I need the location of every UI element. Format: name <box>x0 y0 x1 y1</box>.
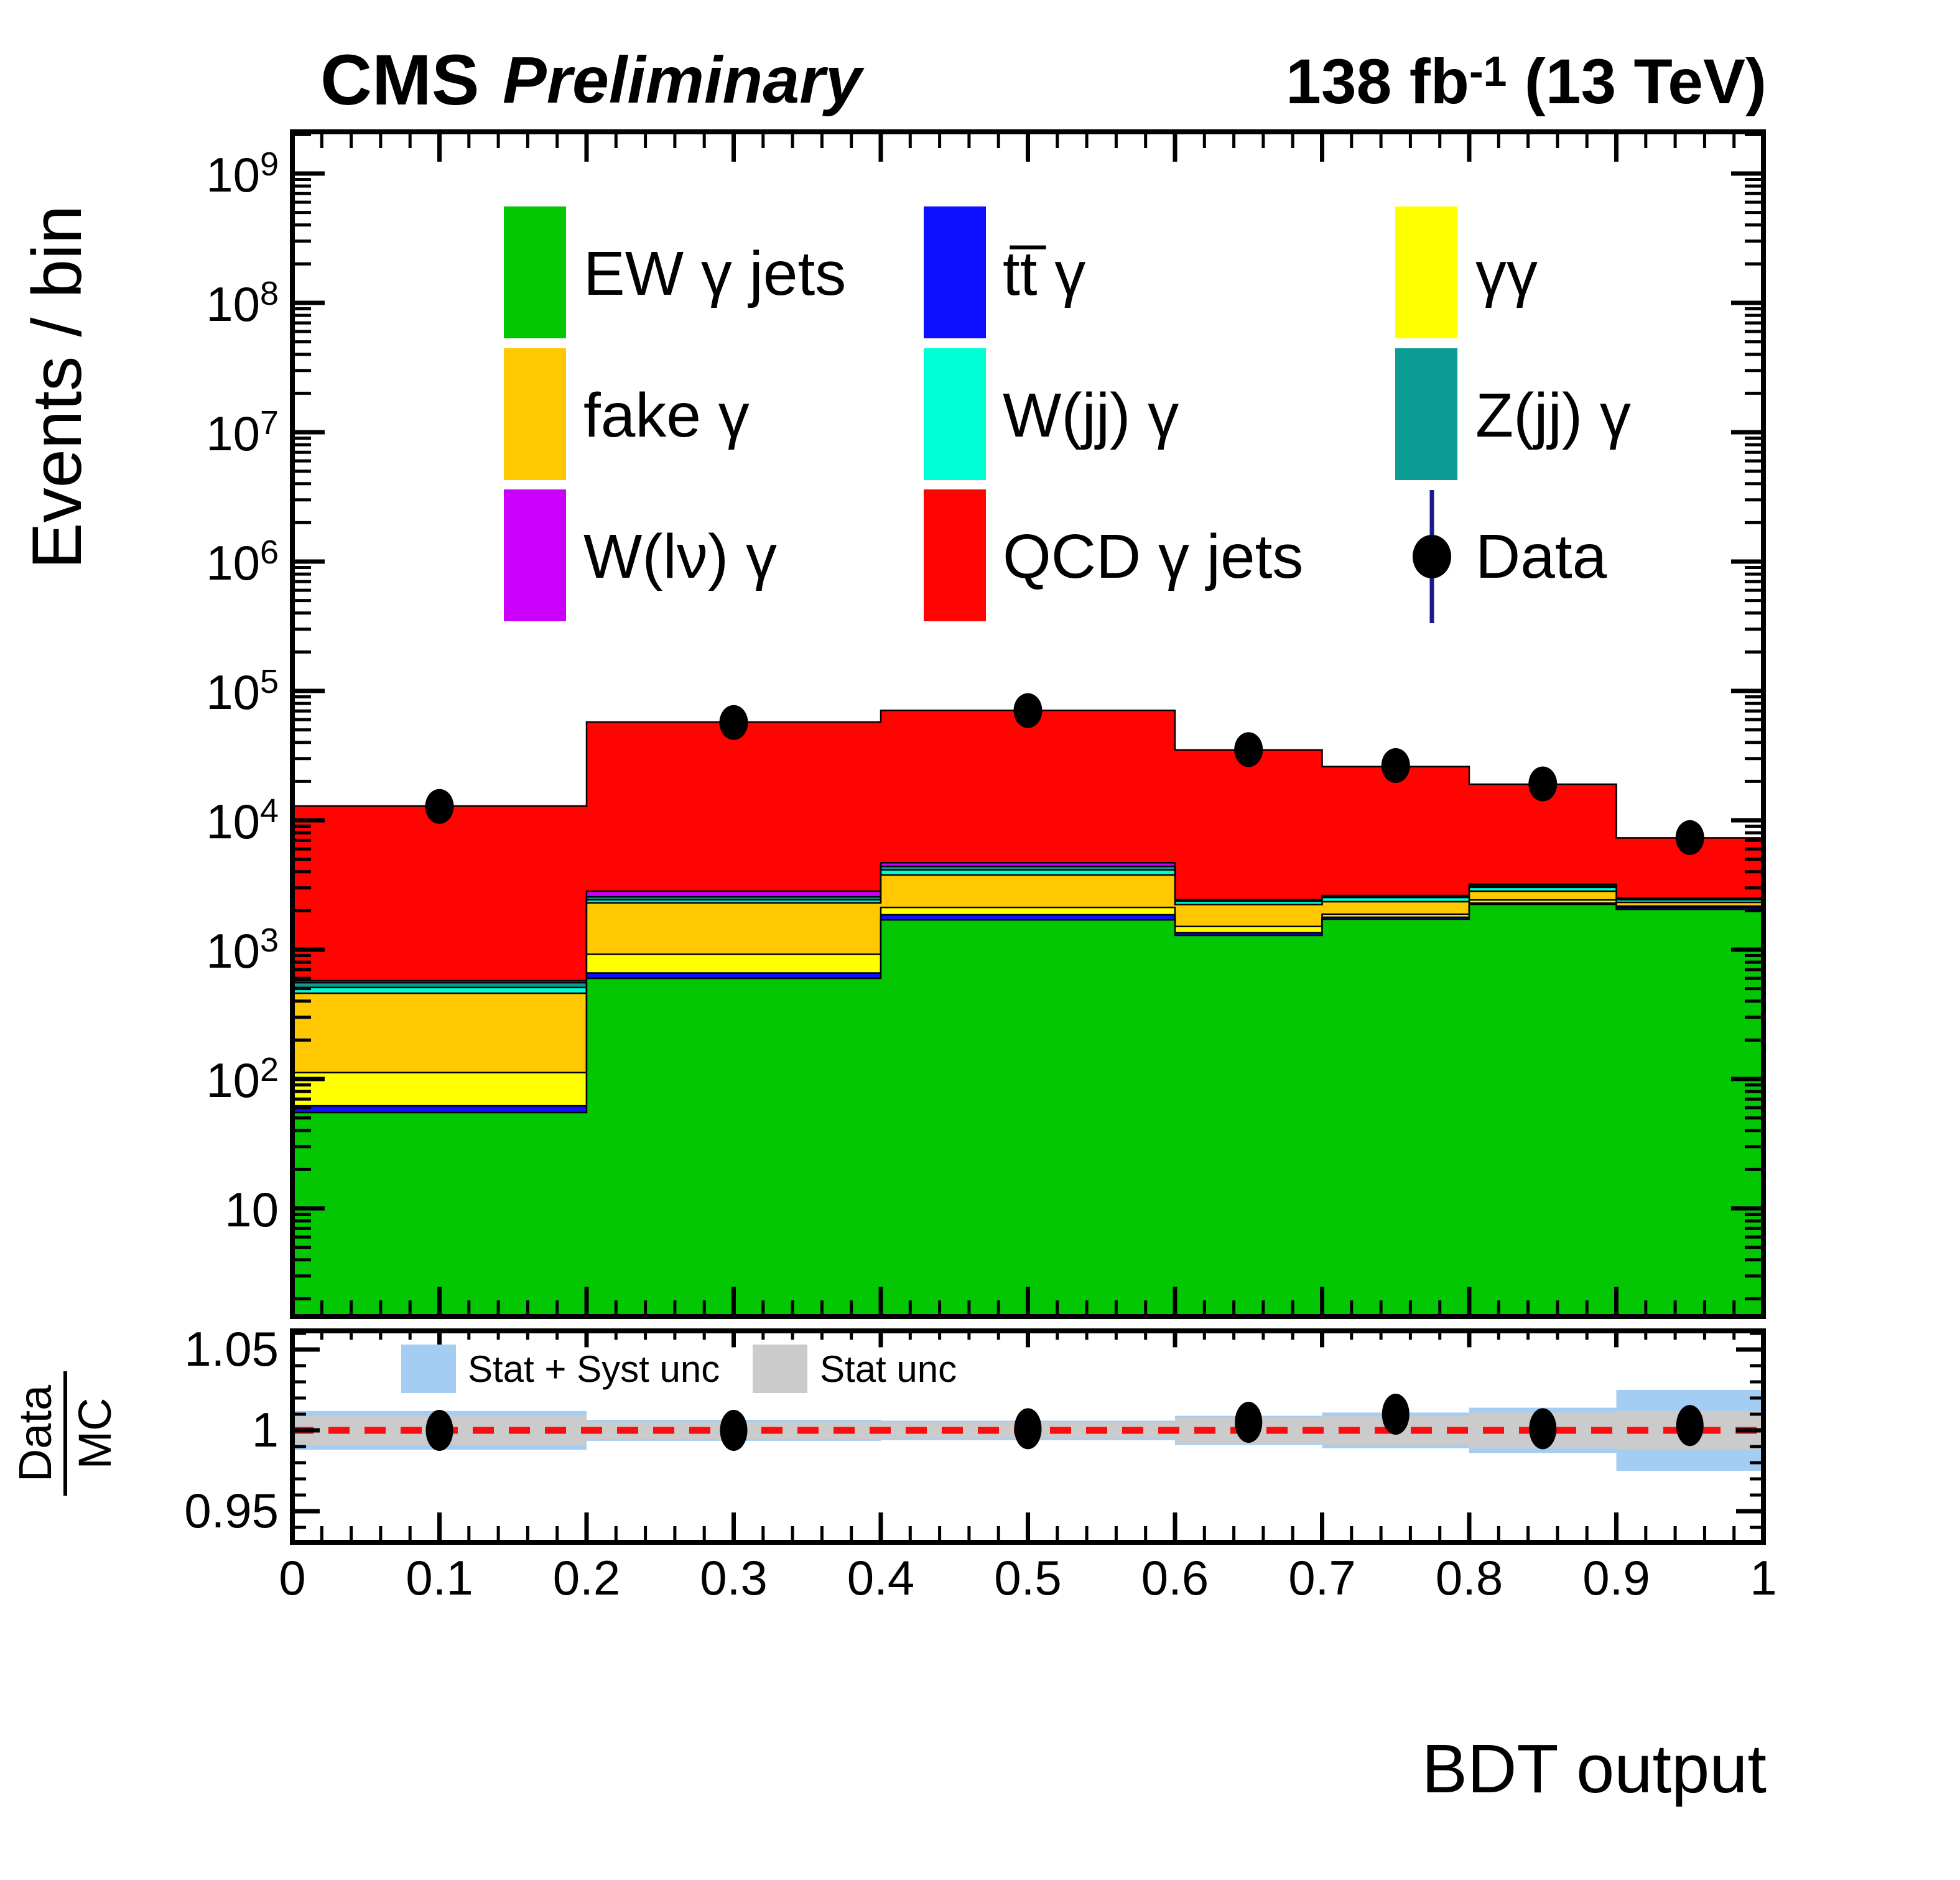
ratio-data-point <box>720 1410 748 1451</box>
ratio-data-point <box>1382 1394 1410 1435</box>
y-tick-label: 104 <box>123 794 279 846</box>
ratio-legend-swatch <box>401 1345 456 1393</box>
ratio-data-point <box>1235 1402 1263 1443</box>
legend-label: W(jj) γ <box>1003 381 1179 450</box>
ratio-title-denominator: MC <box>68 1397 121 1470</box>
ratio-legend-label: Stat unc <box>820 1348 957 1390</box>
x-tick-label: 1 <box>1750 1550 1777 1605</box>
x-tick-label: 0 <box>279 1550 306 1605</box>
data-point <box>1234 732 1263 767</box>
legend-swatch <box>504 348 566 480</box>
data-point <box>1381 748 1410 783</box>
x-tick-label: 0.4 <box>847 1550 915 1605</box>
legend-label: Z(jj) γ <box>1475 381 1631 450</box>
data-point <box>425 789 454 824</box>
x-tick-label: 0.5 <box>994 1550 1062 1605</box>
y-tick-base: 10 <box>225 1182 279 1237</box>
preliminary-label: Preliminary <box>503 44 862 117</box>
lumi-prefix: 138 fb <box>1286 46 1469 117</box>
y-tick-label: 105 <box>123 665 279 716</box>
data-point <box>1675 820 1704 855</box>
data-point <box>1013 693 1043 728</box>
legend-swatch <box>504 489 566 621</box>
y-tick-base: 10 <box>206 147 260 202</box>
x-tick-label: 0.7 <box>1288 1550 1356 1605</box>
y-tick-base: 10 <box>206 665 260 720</box>
ratio-legend-label: Stat + Syst unc <box>468 1348 720 1390</box>
y-tick-exponent: 3 <box>259 922 279 959</box>
y-tick-label: 107 <box>123 406 279 458</box>
legend-swatch <box>1395 348 1457 480</box>
legend-label: W(lν) γ <box>583 522 777 591</box>
legend-label: EW γ jets <box>583 239 847 308</box>
legend-swatch <box>1395 206 1457 338</box>
y-tick-exponent: 2 <box>259 1051 279 1088</box>
cms-label: CMS <box>320 40 480 120</box>
legend-label: γγ <box>1475 239 1538 308</box>
legend-label: fake γ <box>583 381 750 450</box>
ratio-data-point <box>1014 1408 1042 1450</box>
ratio-tick-label: 0.95 <box>184 1483 279 1538</box>
y-tick-exponent: 5 <box>259 663 279 700</box>
y-tick-exponent: 7 <box>259 404 279 442</box>
ratio-tick-label: 1 <box>251 1402 279 1457</box>
y-tick-exponent: 4 <box>259 792 279 830</box>
y-tick-label: 108 <box>123 277 279 328</box>
y-tick-base: 10 <box>206 794 260 849</box>
ratio-legend-swatch <box>753 1345 807 1393</box>
ratio-y-axis-title: Data MC <box>9 1325 121 1542</box>
legend-swatch <box>504 206 566 338</box>
ratio-data-point <box>1529 1408 1557 1450</box>
legend-label: tt̅ γ <box>1003 239 1086 308</box>
y-tick-label: 102 <box>123 1053 279 1104</box>
lumi-suffix: (13 TeV) <box>1507 46 1767 117</box>
ratio-data-point <box>1676 1405 1704 1447</box>
legend-swatch <box>924 348 986 480</box>
y-tick-base: 10 <box>206 535 260 590</box>
y-tick-exponent: 8 <box>259 275 279 312</box>
x-tick-label: 0.2 <box>552 1550 621 1605</box>
x-axis-title: BDT output <box>1421 1731 1767 1807</box>
legend-label: QCD γ jets <box>1003 522 1304 591</box>
legend-data-marker-dot <box>1413 535 1451 578</box>
x-tick-label: 0.1 <box>406 1550 473 1605</box>
stack-series-0 <box>291 903 1765 1318</box>
luminosity-label: 138 fb-1 (13 TeV) <box>1286 50 1767 113</box>
ratio-frame <box>290 1328 1766 1545</box>
y-axis-title: Events / bin <box>18 205 96 570</box>
y-tick-base: 10 <box>206 406 260 461</box>
ratio-tick-label: 1.05 <box>184 1322 279 1376</box>
data-point <box>719 705 748 740</box>
legend-swatch <box>924 206 986 338</box>
lumi-exponent: -1 <box>1469 48 1507 95</box>
y-tick-base: 10 <box>206 1053 260 1108</box>
y-tick-exponent: 6 <box>259 534 279 571</box>
ratio-data-point <box>425 1410 453 1451</box>
y-tick-exponent: 9 <box>259 146 279 183</box>
data-point <box>1528 766 1558 802</box>
x-tick-label: 0.8 <box>1435 1550 1503 1605</box>
fraction-bar <box>63 1371 67 1496</box>
y-tick-label: 103 <box>123 924 279 975</box>
y-tick-base: 10 <box>206 924 260 978</box>
y-tick-label: 10 <box>123 1182 279 1234</box>
y-tick-base: 10 <box>206 277 260 331</box>
legend-swatch <box>924 489 986 621</box>
x-tick-label: 0.9 <box>1582 1550 1650 1605</box>
ratio-title-numerator: Data <box>9 1384 61 1483</box>
legend-label: Data <box>1475 522 1607 591</box>
y-tick-label: 106 <box>123 535 279 587</box>
x-tick-label: 0.6 <box>1141 1550 1209 1605</box>
x-tick-label: 0.3 <box>700 1550 768 1605</box>
y-tick-label: 109 <box>123 147 279 199</box>
